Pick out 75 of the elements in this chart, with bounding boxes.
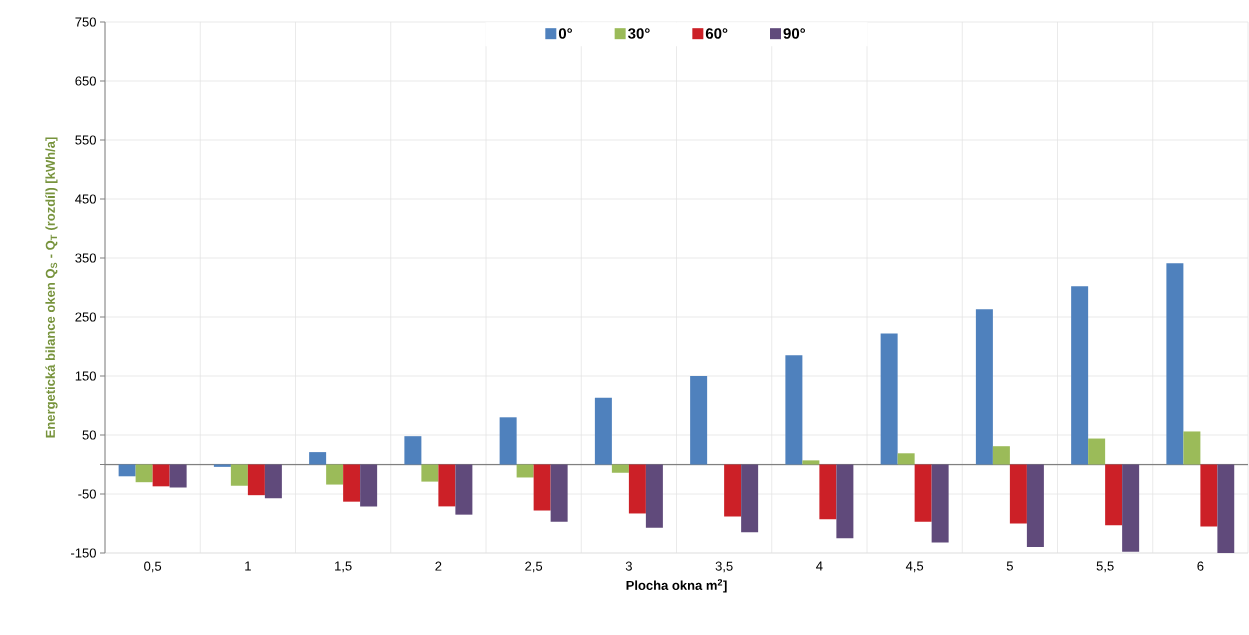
bar [645, 464, 663, 528]
y-tick-label: 250 [75, 312, 96, 322]
x-tick-label: 1 [245, 561, 251, 571]
legend-label: 30° [628, 28, 650, 39]
bar [118, 464, 136, 477]
bar [992, 446, 1010, 465]
bar [152, 464, 170, 487]
bar [819, 464, 837, 520]
x-tick-label: 3,5 [715, 561, 733, 573]
x-tick-label: 6 [1197, 561, 1204, 571]
bar [499, 417, 517, 465]
bar [690, 376, 708, 465]
bar [802, 460, 820, 465]
bar [1183, 431, 1201, 465]
y-tick-label: 650 [75, 76, 96, 86]
bar [550, 464, 568, 522]
legend-label: 60° [705, 28, 728, 39]
bar [741, 464, 759, 533]
bar [1217, 464, 1235, 553]
y-tick-label: -50 [78, 489, 96, 499]
x-tick-label: 2,5 [525, 561, 543, 573]
y-tick-label: 150 [75, 371, 96, 381]
x-tick-label: 4 [816, 561, 823, 571]
y-tick-label: 750 [75, 17, 96, 27]
bar [135, 464, 153, 483]
x-tick-label: 2 [435, 561, 442, 571]
bar [594, 397, 612, 465]
bar [264, 464, 282, 499]
bar [1071, 286, 1089, 465]
bar [421, 464, 439, 482]
legend-label: 90° [783, 28, 806, 39]
x-tick-label: 1,5 [335, 561, 352, 573]
bar [213, 464, 231, 467]
x-tick-label: 4,5 [905, 561, 924, 573]
bar [611, 464, 629, 473]
bar [247, 464, 265, 496]
bar [1105, 464, 1123, 526]
bar [516, 464, 534, 478]
bar [1009, 464, 1027, 524]
bar [169, 464, 187, 488]
legend-label: 0° [558, 28, 572, 39]
y-tick-label: 450 [75, 194, 96, 204]
x-axis-title: Plocha okna m$^{2}$] [626, 579, 727, 593]
x-tick-label: 0,5 [144, 561, 162, 573]
bar [230, 464, 248, 486]
bar [880, 333, 898, 465]
bar [1026, 464, 1044, 548]
bar [533, 464, 551, 511]
y-tick-label: 350 [75, 253, 96, 263]
bar [404, 436, 422, 465]
x-tick-label: 3 [625, 561, 632, 571]
bar [1122, 464, 1140, 552]
x-tick-label: 5 [1006, 561, 1013, 571]
y-axis-title: Energetická bilance oken Q$_{S}$ - Q$_{T}$ (rozdíl) [kWh/a] [45, 137, 58, 438]
bar [360, 464, 378, 507]
y-tick-label: 50 [82, 430, 96, 440]
bar [343, 464, 361, 502]
bar [897, 453, 915, 465]
bar [836, 464, 854, 539]
bar [785, 355, 803, 465]
bar [438, 464, 456, 507]
bar [628, 464, 646, 514]
y-tick-label: -150 [71, 548, 96, 558]
bar [1166, 263, 1184, 465]
bar [931, 464, 949, 543]
bar [309, 452, 327, 465]
bar [1088, 438, 1106, 465]
bar [724, 464, 742, 517]
bar [914, 464, 932, 522]
bar [1200, 464, 1218, 527]
bar [975, 309, 993, 465]
x-tick-label: 5,5 [1096, 561, 1114, 573]
y-tick-label: 550 [75, 135, 96, 145]
bar [326, 464, 344, 485]
bar [455, 464, 473, 515]
